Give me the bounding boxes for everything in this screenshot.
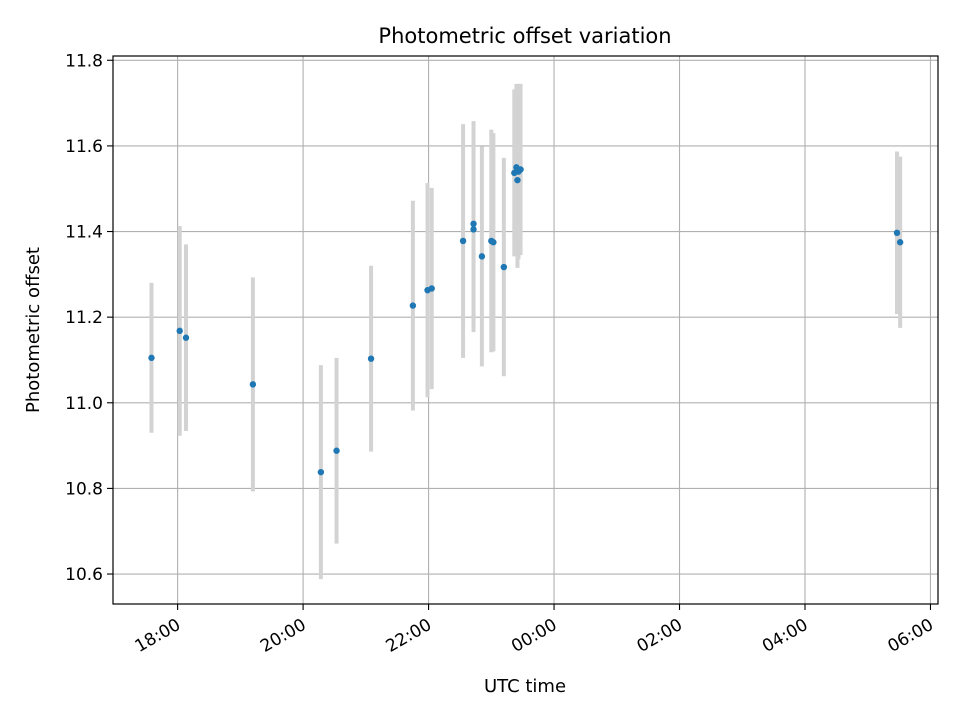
data-points — [148, 164, 904, 476]
data-point — [470, 220, 477, 228]
chart-title: Photometric offset variation — [378, 24, 671, 48]
data-point — [333, 447, 340, 454]
x-axis-label: UTC time — [484, 676, 566, 697]
data-point — [514, 176, 521, 184]
data-point — [500, 263, 508, 271]
data-point — [470, 226, 477, 233]
data-point — [317, 468, 325, 476]
y-tick-label: 10.6 — [65, 565, 103, 585]
data-point — [490, 239, 497, 246]
y-tick-label: 10.8 — [65, 479, 103, 499]
data-point — [459, 237, 467, 245]
data-point — [367, 355, 375, 362]
y-axis: 10.6 10.8 11.0 11.2 11.4 11.6 11.8 — [65, 51, 113, 585]
data-point — [176, 327, 183, 335]
data-point — [249, 381, 257, 388]
data-point — [893, 229, 901, 237]
data-point — [428, 285, 435, 292]
y-tick-label: 11.8 — [65, 51, 103, 71]
data-point — [517, 166, 524, 173]
y-tick-label: 11.4 — [65, 223, 103, 243]
data-point — [409, 302, 417, 309]
y-tick-label: 11.6 — [65, 137, 103, 157]
data-point — [182, 334, 190, 341]
data-point — [896, 239, 904, 246]
y-axis-label: Photometric offset — [23, 247, 44, 413]
plot-frame — [112, 55, 939, 605]
data-point — [478, 253, 486, 260]
y-tick-label: 11.2 — [65, 308, 103, 328]
y-tick-label: 11.0 — [65, 394, 103, 414]
data-point — [148, 354, 155, 362]
